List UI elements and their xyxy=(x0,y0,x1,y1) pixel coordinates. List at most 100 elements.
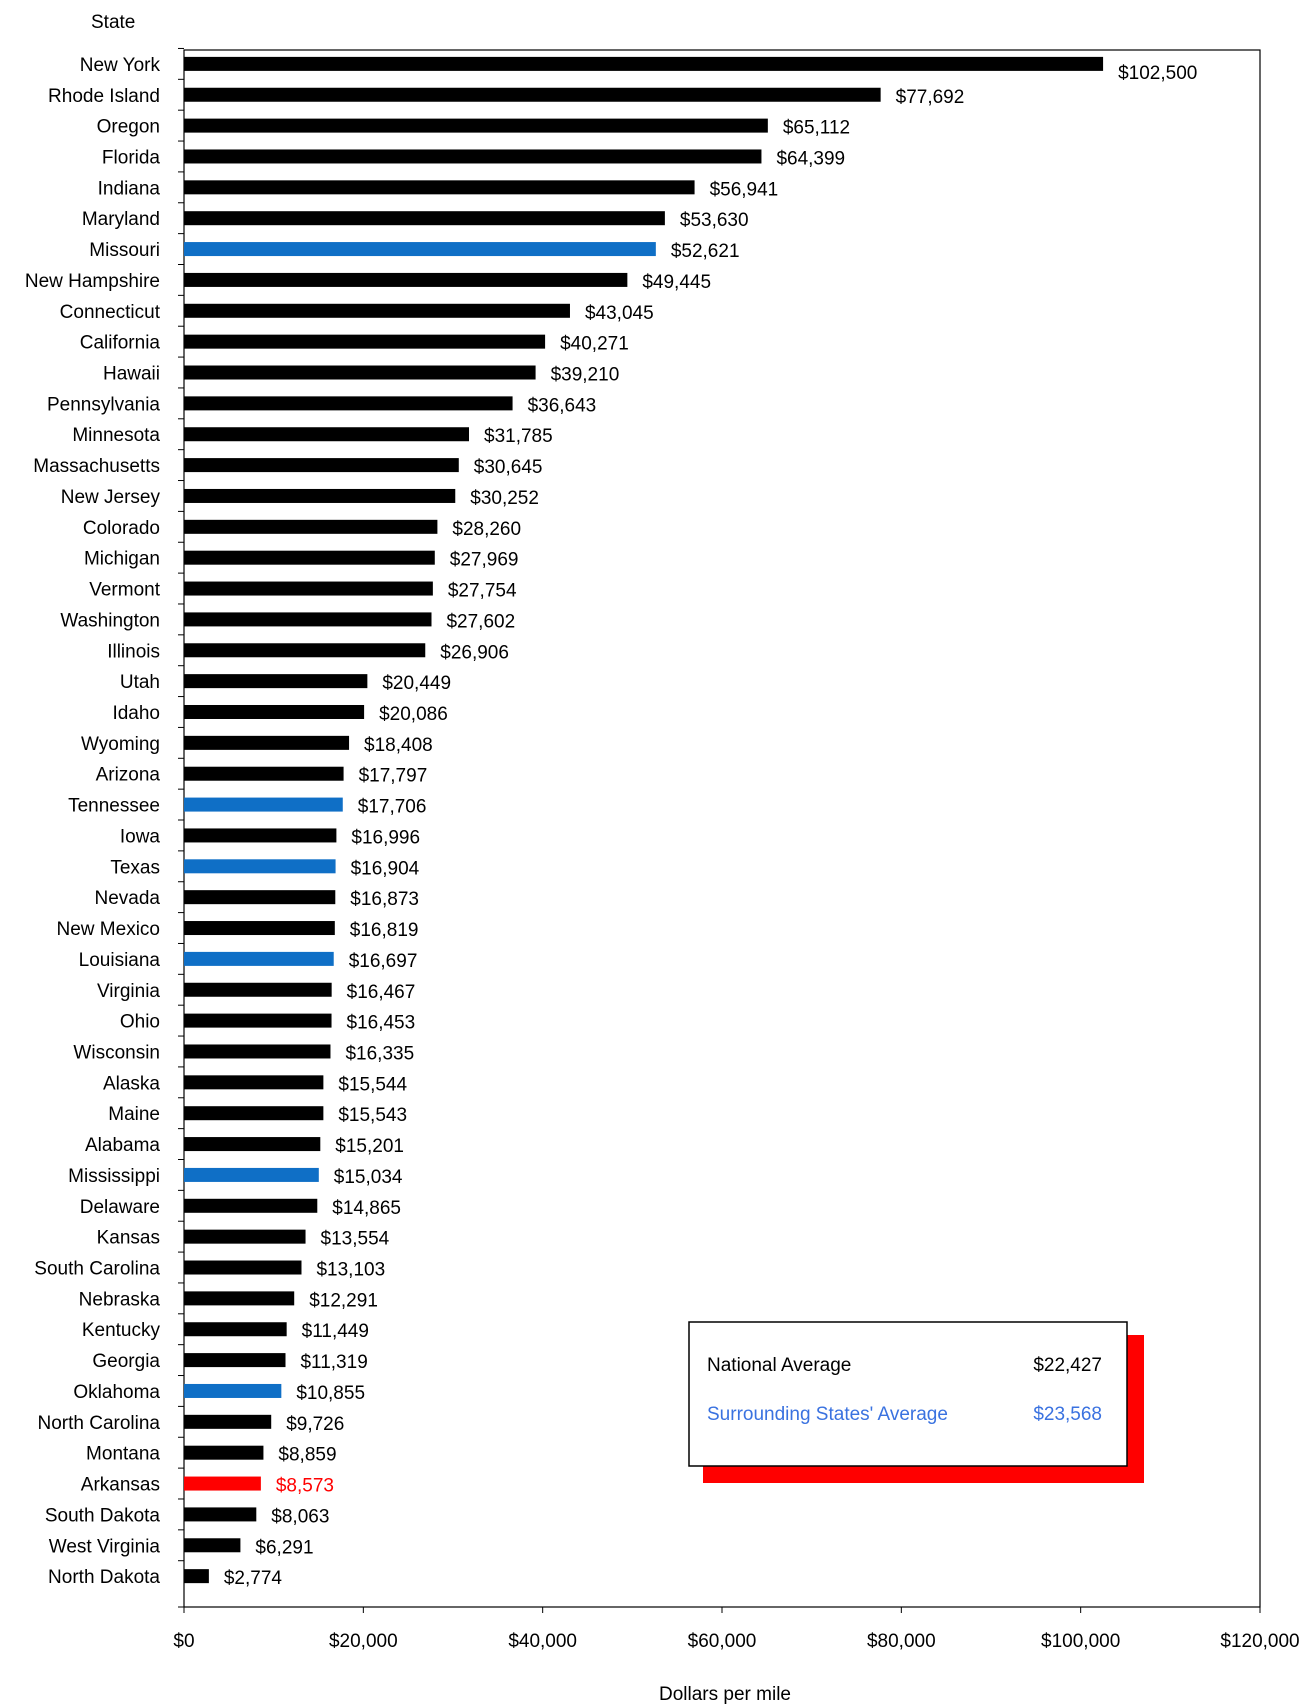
x-tick-label: $40,000 xyxy=(508,1631,577,1652)
value-label: $9,726 xyxy=(286,1414,344,1435)
bar xyxy=(184,1261,301,1275)
value-label: $64,399 xyxy=(776,148,845,169)
category-label: Alaska xyxy=(103,1073,160,1094)
category-label: Oklahoma xyxy=(73,1382,160,1403)
bar xyxy=(184,366,536,380)
y-axis-title: State xyxy=(91,12,135,33)
bar xyxy=(184,1384,281,1398)
bar xyxy=(184,674,367,688)
bar xyxy=(184,582,433,596)
category-label: Minnesota xyxy=(72,425,160,446)
value-label: $27,754 xyxy=(448,581,517,602)
category-label: South Carolina xyxy=(34,1259,160,1280)
category-label: Hawaii xyxy=(103,364,160,385)
bar xyxy=(184,1477,261,1491)
category-label: Virginia xyxy=(97,981,160,1002)
value-label: $15,034 xyxy=(334,1167,403,1188)
bar xyxy=(184,520,437,534)
bar xyxy=(184,828,336,842)
legend-label: National Average xyxy=(707,1355,851,1376)
value-label: $16,873 xyxy=(350,889,419,910)
bar xyxy=(184,242,656,256)
bar xyxy=(184,1168,319,1182)
bar xyxy=(184,921,335,935)
bar xyxy=(184,890,335,904)
bar xyxy=(184,57,1103,71)
value-label: $15,543 xyxy=(338,1105,407,1126)
x-tick-label: $120,000 xyxy=(1220,1631,1299,1652)
bar xyxy=(184,396,513,410)
bar xyxy=(184,1199,317,1213)
value-label: $15,201 xyxy=(335,1136,404,1157)
category-label: South Dakota xyxy=(45,1505,161,1526)
value-label: $10,855 xyxy=(296,1383,365,1404)
category-label: Alabama xyxy=(85,1135,160,1156)
value-label: $11,319 xyxy=(300,1352,367,1373)
category-label: Delaware xyxy=(80,1197,160,1218)
bar xyxy=(184,180,695,194)
value-label: $18,408 xyxy=(364,735,433,756)
value-label: $36,643 xyxy=(528,395,597,416)
category-label: Vermont xyxy=(89,580,160,601)
category-label: West Virginia xyxy=(49,1536,161,1557)
value-label: $27,969 xyxy=(450,550,519,571)
bar xyxy=(184,983,332,997)
category-label: Texas xyxy=(110,857,160,878)
value-label: $13,554 xyxy=(321,1229,390,1250)
category-label: Idaho xyxy=(112,703,160,724)
category-label: California xyxy=(80,333,161,354)
bar xyxy=(184,335,545,349)
bar xyxy=(184,1075,323,1089)
category-label: Oregon xyxy=(97,117,160,138)
bar xyxy=(184,88,881,102)
legend-value: $23,568 xyxy=(1033,1404,1102,1425)
bar xyxy=(184,273,627,287)
x-tick-label: $60,000 xyxy=(688,1631,757,1652)
category-label: Massachusetts xyxy=(33,456,160,477)
bar xyxy=(184,551,435,565)
bar xyxy=(184,767,344,781)
category-label: Utah xyxy=(120,672,160,693)
bar xyxy=(184,736,349,750)
value-label: $30,645 xyxy=(474,457,543,478)
value-label: $16,697 xyxy=(349,951,418,972)
bar xyxy=(184,149,761,163)
category-label: New Mexico xyxy=(57,919,160,940)
value-label: $16,453 xyxy=(347,1013,416,1034)
category-label: Maryland xyxy=(82,209,160,230)
category-label: Nevada xyxy=(95,888,161,909)
bar xyxy=(184,304,570,318)
category-label: Indiana xyxy=(98,178,161,199)
value-label: $16,819 xyxy=(350,920,419,941)
bar xyxy=(184,1014,332,1028)
value-label: $11,449 xyxy=(302,1321,369,1342)
bar xyxy=(184,1446,263,1460)
category-label: Kentucky xyxy=(82,1320,161,1341)
value-label: $27,602 xyxy=(446,611,515,632)
value-label: $12,291 xyxy=(309,1290,378,1311)
category-label: North Dakota xyxy=(48,1567,160,1588)
bar xyxy=(184,211,665,225)
category-label: Colorado xyxy=(83,518,160,539)
category-label: Missouri xyxy=(89,240,160,261)
value-label: $31,785 xyxy=(484,426,553,447)
value-label: $20,449 xyxy=(382,673,451,694)
category-label: Iowa xyxy=(120,826,161,847)
value-label: $16,335 xyxy=(345,1043,414,1064)
category-label: Ohio xyxy=(120,1012,160,1033)
x-tick-label: $100,000 xyxy=(1041,1631,1120,1652)
value-label: $8,573 xyxy=(276,1476,334,1497)
bar xyxy=(184,859,336,873)
bar xyxy=(184,489,455,503)
bar xyxy=(184,1322,287,1336)
category-label: Mississippi xyxy=(68,1166,160,1187)
value-label: $56,941 xyxy=(710,179,779,200)
bar xyxy=(184,612,431,626)
value-label: $49,445 xyxy=(642,272,711,293)
value-label: $8,859 xyxy=(278,1445,336,1466)
legend-value: $22,427 xyxy=(1033,1355,1102,1376)
bar xyxy=(184,798,343,812)
bar xyxy=(184,1415,271,1429)
value-label: $77,692 xyxy=(896,87,965,108)
